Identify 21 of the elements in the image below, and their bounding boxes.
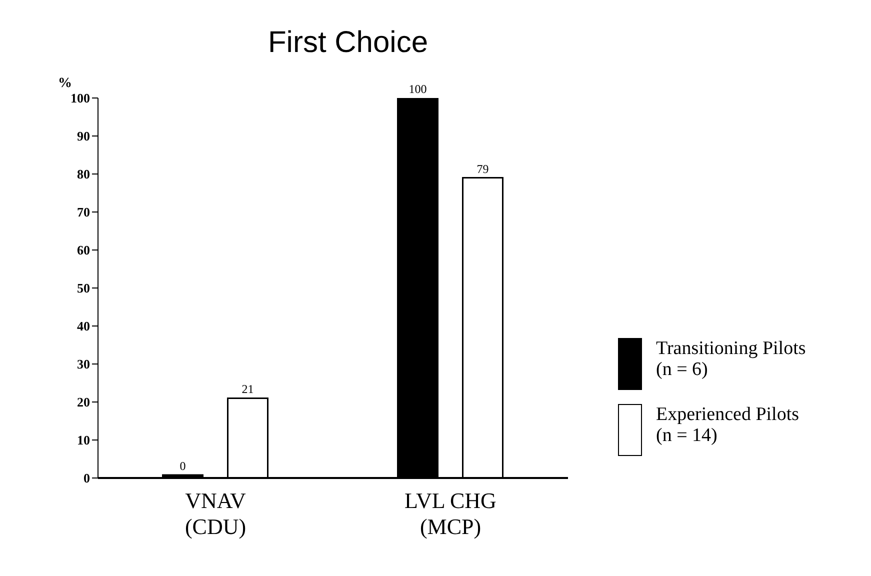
y-tick-label: 10 <box>77 432 90 448</box>
data-label: 79 <box>476 162 489 176</box>
data-label: 100 <box>408 82 427 96</box>
x-tick-label: VNAV (CDU) <box>184 488 246 539</box>
y-tick-label: 40 <box>77 318 90 334</box>
chart-title: First Choice <box>266 26 430 60</box>
y-tick-label: 90 <box>77 128 90 144</box>
y-tick-label: 100 <box>70 90 90 106</box>
x-tick-label: LVL CHG (MCP) <box>404 488 497 539</box>
y-axis-title: % <box>58 76 72 92</box>
text: Transitioning Pilots (n = 6) <box>656 338 806 380</box>
y-tick-label: 70 <box>77 204 90 220</box>
data-label: 21 <box>242 382 254 396</box>
y-tick-label: 30 <box>77 356 90 372</box>
y-tick-label: 0 <box>84 470 90 486</box>
y-tick-label: 20 <box>77 394 90 410</box>
y-tick-label: 80 <box>77 166 90 182</box>
text: Experienced Pilots (n = 14) <box>656 404 799 446</box>
y-tick-label: 50 <box>77 280 90 296</box>
y-tick-label: 60 <box>77 242 90 258</box>
data-label: 0 <box>180 459 186 473</box>
